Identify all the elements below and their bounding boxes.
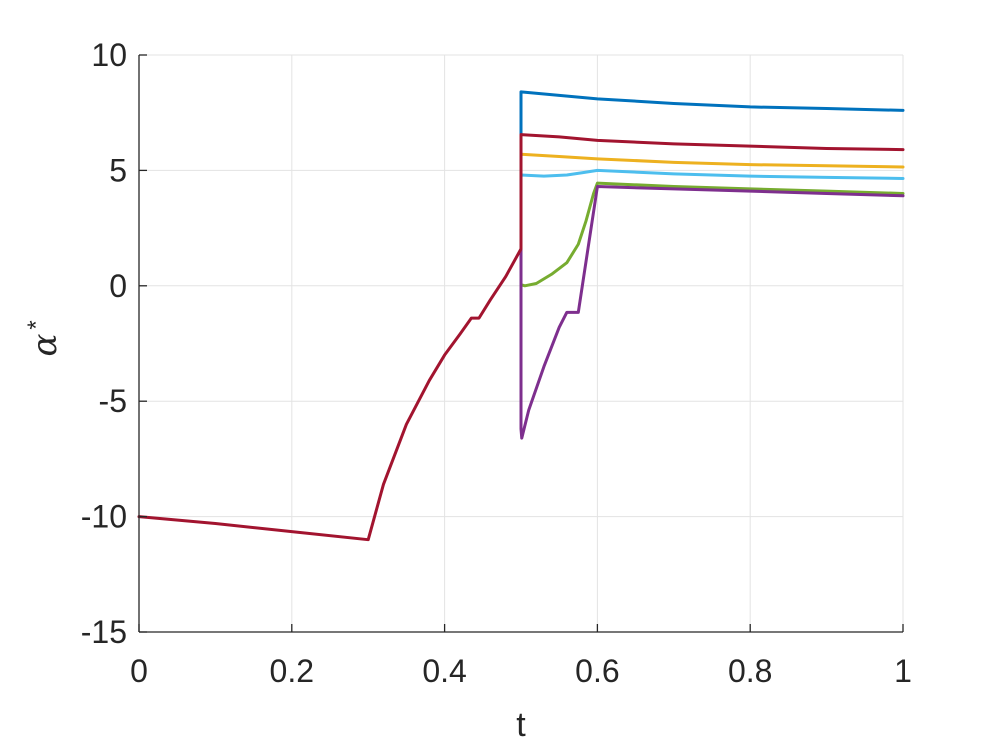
y-tick-label: -5 — [99, 383, 127, 419]
y-tick-label: -15 — [81, 614, 127, 650]
x-tick-label: 1 — [894, 653, 912, 689]
y-axis-label-superscript: * — [23, 320, 50, 329]
x-tick-label: 0.4 — [422, 653, 466, 689]
y-tick-label: -10 — [81, 499, 127, 535]
y-axis-label: α * — [23, 320, 65, 356]
y-tick-label: 5 — [109, 152, 127, 188]
series-line-4 — [519, 181, 905, 288]
x-tick-labels: 0 0.2 0.4 0.6 0.8 1 — [130, 653, 912, 689]
x-tick-label: 0.6 — [575, 653, 619, 689]
y-tick-label: 10 — [91, 37, 127, 73]
series-line-1 — [519, 90, 905, 251]
series-lines — [137, 90, 905, 542]
y-axis-label-symbol: α — [25, 333, 65, 356]
x-tick-label: 0 — [130, 653, 148, 689]
x-tick-label: 0.8 — [728, 653, 772, 689]
series-line-5 — [519, 185, 905, 440]
series-line-3 — [519, 168, 905, 251]
axes — [138, 54, 904, 633]
x-tick-label: 0.2 — [270, 653, 314, 689]
series-line-2 — [519, 152, 905, 251]
y-tick-labels: -15 -10 -5 0 5 10 — [81, 37, 127, 650]
y-tick-label: 0 — [109, 268, 127, 304]
x-axis-label: t — [516, 706, 526, 744]
series-line-6 — [137, 133, 905, 542]
